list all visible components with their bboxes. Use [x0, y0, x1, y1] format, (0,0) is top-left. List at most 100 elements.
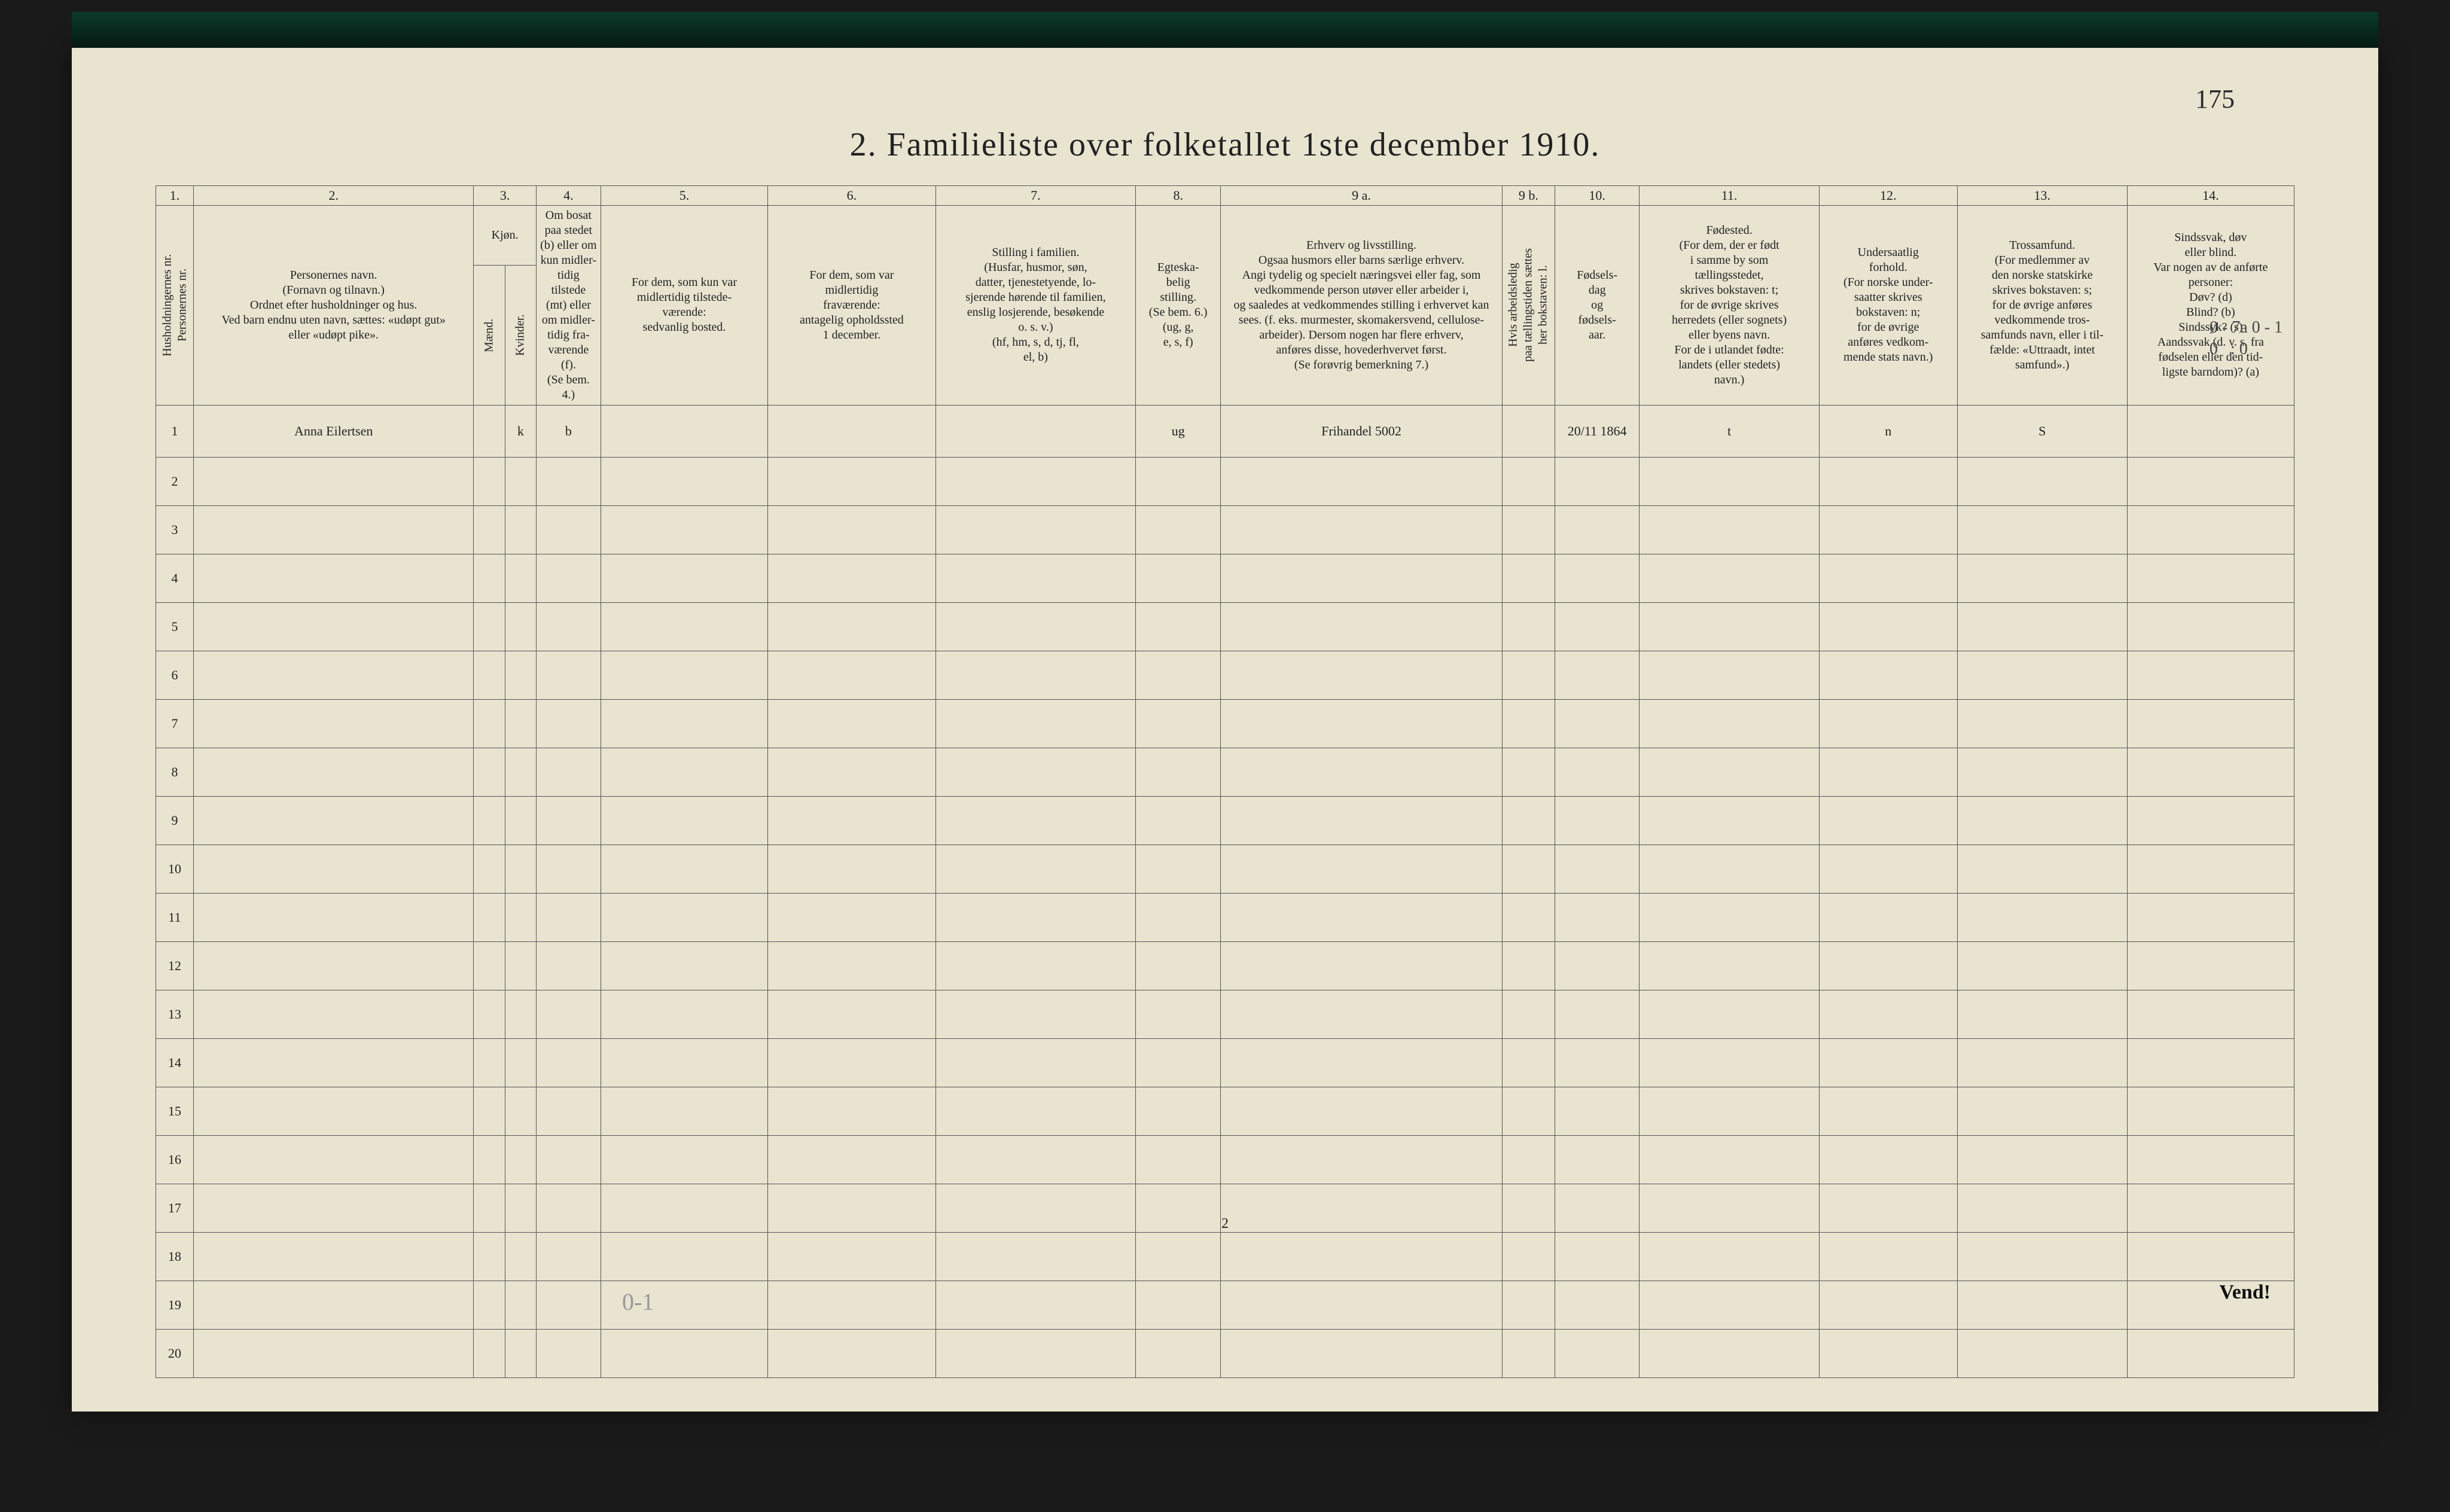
- table-row: 3: [156, 505, 2294, 554]
- cell-blank: [1957, 1087, 2127, 1135]
- cell-blank: [505, 457, 536, 505]
- cell-name: Anna Eilertsen: [194, 405, 474, 457]
- cell-blank: [536, 1038, 601, 1087]
- cell-blank: [505, 893, 536, 941]
- cell-blank: [601, 796, 767, 845]
- row-number: 4: [156, 554, 194, 602]
- cell-blank: [194, 1135, 474, 1184]
- cell-blank: [194, 1038, 474, 1087]
- cell-blank: [474, 1281, 505, 1329]
- cell-blank: [1957, 748, 2127, 796]
- cell-blank: [1555, 699, 1639, 748]
- cell-blank: [2127, 941, 2294, 990]
- cell-blank: [935, 1135, 1136, 1184]
- cell-blank: [1221, 845, 1503, 893]
- cell-10: 20/11 1864: [1555, 405, 1639, 457]
- cell-blank: [1819, 1135, 1957, 1184]
- cell-blank: [474, 845, 505, 893]
- cell-blank: [474, 1232, 505, 1281]
- cell-blank: [1819, 941, 1957, 990]
- hdr-5: For dem, som kun var midlertidig tilsted…: [601, 205, 767, 405]
- hdr-11: Fødested. (For dem, der er født i samme …: [1640, 205, 1819, 405]
- cell-blank: [1957, 505, 2127, 554]
- cell-blank: [768, 1232, 935, 1281]
- cell-blank: [1555, 602, 1639, 651]
- table-row: 4: [156, 554, 2294, 602]
- cell-blank: [1136, 651, 1221, 699]
- cell-blank: [768, 941, 935, 990]
- cell-blank: [536, 748, 601, 796]
- cell-blank: [1640, 893, 1819, 941]
- cell-blank: [1640, 1232, 1819, 1281]
- cell-sex-m: [474, 405, 505, 457]
- table-row: 1Anna EilertsenkbugFrihandel 500220/11 1…: [156, 405, 2294, 457]
- cell-blank: [1640, 1087, 1819, 1135]
- cell-blank: [1502, 505, 1555, 554]
- row-number: 7: [156, 699, 194, 748]
- cell-blank: [1502, 699, 1555, 748]
- cell-blank: [1221, 554, 1503, 602]
- colnum-5: 5.: [601, 186, 767, 206]
- table-row: 2: [156, 457, 2294, 505]
- cell-blank: [601, 990, 767, 1038]
- cell-blank: [194, 1232, 474, 1281]
- cell-blank: [1136, 893, 1221, 941]
- cell-blank: [1502, 1135, 1555, 1184]
- cell-blank: [601, 1329, 767, 1377]
- cell-blank: [474, 748, 505, 796]
- cell-blank: [768, 505, 935, 554]
- hdr-3: Kjøn.: [474, 205, 537, 266]
- cell-blank: [1819, 602, 1957, 651]
- colnum-14: 14.: [2127, 186, 2294, 206]
- cell-blank: [1502, 1184, 1555, 1232]
- cell-blank: [1221, 893, 1503, 941]
- table-row: 14: [156, 1038, 2294, 1087]
- cell-blank: [1555, 990, 1639, 1038]
- bottom-pencil-note: 0-1: [622, 1288, 654, 1316]
- cell-blank: [1502, 893, 1555, 941]
- cell-11: t: [1640, 405, 1819, 457]
- cell-blank: [2127, 602, 2294, 651]
- cell-blank: [768, 1184, 935, 1232]
- cell-blank: [1502, 554, 1555, 602]
- cell-blank: [1640, 1329, 1819, 1377]
- cell-blank: [2127, 748, 2294, 796]
- table-row: 9: [156, 796, 2294, 845]
- colnum-3: 3.: [474, 186, 537, 206]
- cell-blank: [1502, 457, 1555, 505]
- cell-blank: [768, 1281, 935, 1329]
- cell-blank: [536, 893, 601, 941]
- cell-blank: [1957, 1329, 2127, 1377]
- cell-blank: [935, 554, 1136, 602]
- table-row: 5: [156, 602, 2294, 651]
- cell-blank: [2127, 796, 2294, 845]
- cell-blank: [1502, 1087, 1555, 1135]
- cell-blank: [1221, 1281, 1503, 1329]
- colnum-13: 13.: [1957, 186, 2127, 206]
- cell-blank: [505, 651, 536, 699]
- hdr-14: Sindssvak, døv eller blind. Var nogen av…: [2127, 205, 2294, 405]
- cell-blank: [536, 845, 601, 893]
- cell-blank: [1640, 1135, 1819, 1184]
- hdr-4: Om bosat paa stedet (b) eller om kun mid…: [536, 205, 601, 405]
- cell-blank: [194, 505, 474, 554]
- table-header: 1. 2. 3. 4. 5. 6. 7. 8. 9 a. 9 b. 10. 11…: [156, 186, 2294, 406]
- cell-blank: [1136, 1038, 1221, 1087]
- cell-blank: [1640, 602, 1819, 651]
- cell-blank: [1819, 1329, 1957, 1377]
- cell-blank: [1640, 990, 1819, 1038]
- row-number: 20: [156, 1329, 194, 1377]
- cell-blank: [935, 1329, 1136, 1377]
- turn-over-label: Vend!: [2219, 1281, 2271, 1304]
- cell-blank: [194, 651, 474, 699]
- cell-blank: [1555, 457, 1639, 505]
- cell-blank: [1819, 1232, 1957, 1281]
- cell-blank: [1555, 1087, 1639, 1135]
- table-row: 16: [156, 1135, 2294, 1184]
- cell-blank: [1555, 1038, 1639, 1087]
- row-number: 12: [156, 941, 194, 990]
- hdr-2: Personernes navn. (Fornavn og tilnavn.) …: [194, 205, 474, 405]
- cell-blank: [505, 1281, 536, 1329]
- cell-blank: [1957, 1184, 2127, 1232]
- cell-blank: [768, 990, 935, 1038]
